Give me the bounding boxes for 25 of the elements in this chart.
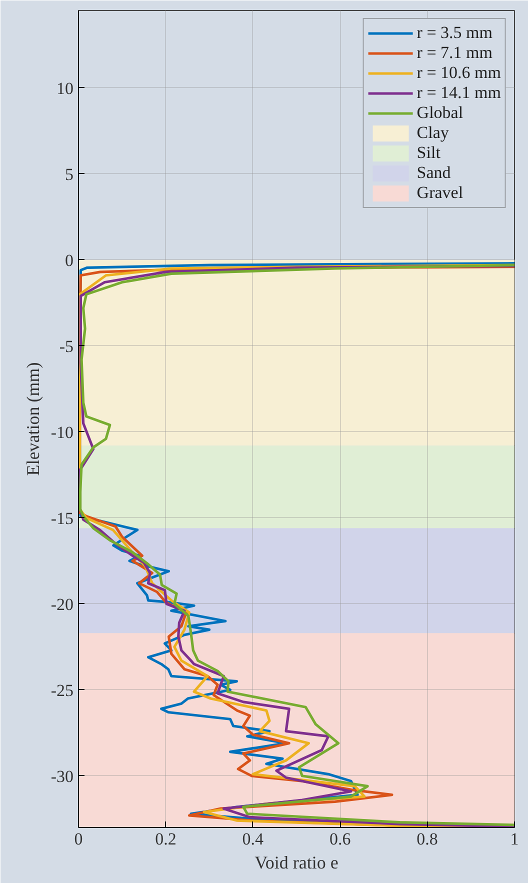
- legend-label: Gravel: [416, 183, 464, 203]
- x-tick-label: 0.8: [416, 830, 438, 848]
- legend-label: r = 10.6 mm: [416, 63, 501, 83]
- x-tick-label: 1: [510, 830, 519, 848]
- legend-label: Global: [416, 103, 464, 123]
- x-tick-label: 0.2: [155, 830, 176, 848]
- x-tick-label: 0.4: [242, 830, 264, 848]
- y-tick-label: -15: [50, 508, 74, 528]
- legend-label: Silt: [416, 143, 440, 163]
- y-tick-label: -30: [50, 766, 74, 786]
- y-tick-label: 10: [56, 78, 74, 98]
- x-axis-title: Void ratio e: [254, 852, 338, 872]
- legend-label: r = 7.1 mm: [416, 43, 492, 63]
- y-tick-label: -25: [50, 680, 74, 700]
- y-tick-label: -20: [50, 594, 74, 614]
- y-axis-title: Elevation (mm): [22, 362, 43, 476]
- legend-label: Sand: [416, 163, 451, 183]
- y-tick-label: -5: [59, 336, 74, 356]
- y-tick-label: 0: [65, 250, 74, 270]
- legend-label: Clay: [416, 123, 449, 143]
- y-tick-label: -10: [50, 422, 74, 442]
- legend-label: r = 3.5 mm: [416, 23, 492, 43]
- x-tick-label: 0.6: [329, 830, 351, 848]
- legend-label: r = 14.1 mm: [416, 83, 501, 103]
- y-tick-label: 5: [65, 164, 74, 184]
